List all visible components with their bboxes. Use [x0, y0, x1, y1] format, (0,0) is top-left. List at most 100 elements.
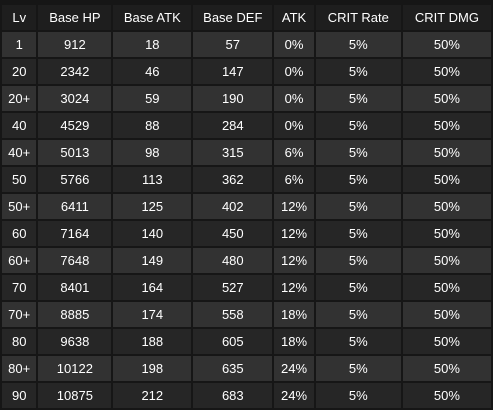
cell-base-atk: 88	[113, 113, 192, 138]
header-crit-rate: CRIT Rate	[315, 5, 401, 30]
cell-crit-rate: 5%	[315, 383, 401, 408]
cell-base-def: 315	[193, 140, 273, 165]
cell-base-atk: 46	[113, 59, 192, 84]
cell-base-hp: 4529	[38, 113, 112, 138]
cell-crit-dmg: 50%	[402, 167, 491, 192]
cell-base-def: 284	[193, 113, 273, 138]
cell-base-hp: 5766	[38, 167, 112, 192]
cell-base-hp: 9638	[38, 329, 112, 354]
table-row: 60 7164 140 450 12% 5% 50%	[2, 221, 491, 246]
cell-crit-rate: 5%	[315, 86, 401, 111]
table-row: 40 4529 88 284 0% 5% 50%	[2, 113, 491, 138]
cell-base-hp: 912	[38, 32, 112, 57]
cell-atk-bonus: 0%	[274, 32, 314, 57]
cell-atk-bonus: 0%	[274, 86, 314, 111]
header-atk-bonus: ATK	[274, 5, 314, 30]
cell-crit-dmg: 50%	[402, 275, 491, 300]
cell-atk-bonus: 6%	[274, 167, 314, 192]
cell-level: 50+	[2, 194, 37, 219]
table-row: 1 912 18 57 0% 5% 50%	[2, 32, 491, 57]
cell-base-hp: 7648	[38, 248, 112, 273]
cell-crit-dmg: 50%	[402, 86, 491, 111]
table-row: 80+ 10122 198 635 24% 5% 50%	[2, 356, 491, 381]
cell-atk-bonus: 24%	[274, 356, 314, 381]
cell-atk-bonus: 12%	[274, 194, 314, 219]
cell-level: 60+	[2, 248, 37, 273]
cell-level: 40	[2, 113, 37, 138]
cell-crit-dmg: 50%	[402, 32, 491, 57]
cell-base-hp: 8401	[38, 275, 112, 300]
cell-crit-rate: 5%	[315, 248, 401, 273]
cell-base-def: 57	[193, 32, 273, 57]
cell-base-atk: 113	[113, 167, 192, 192]
cell-level: 80+	[2, 356, 37, 381]
header-base-hp: Base HP	[38, 5, 112, 30]
cell-base-atk: 188	[113, 329, 192, 354]
cell-level: 20+	[2, 86, 37, 111]
cell-atk-bonus: 12%	[274, 248, 314, 273]
cell-crit-rate: 5%	[315, 329, 401, 354]
cell-base-hp: 8885	[38, 302, 112, 327]
cell-base-atk: 98	[113, 140, 192, 165]
header-crit-dmg: CRIT DMG	[402, 5, 491, 30]
cell-crit-rate: 5%	[315, 356, 401, 381]
cell-atk-bonus: 18%	[274, 302, 314, 327]
table-row: 60+ 7648 149 480 12% 5% 50%	[2, 248, 491, 273]
cell-level: 20	[2, 59, 37, 84]
cell-crit-dmg: 50%	[402, 356, 491, 381]
cell-atk-bonus: 12%	[274, 221, 314, 246]
cell-base-atk: 164	[113, 275, 192, 300]
cell-base-atk: 125	[113, 194, 192, 219]
table-row: 70+ 8885 174 558 18% 5% 50%	[2, 302, 491, 327]
cell-base-def: 402	[193, 194, 273, 219]
table-header-row: Lv Base HP Base ATK Base DEF ATK CRIT Ra…	[2, 5, 491, 30]
cell-crit-rate: 5%	[315, 59, 401, 84]
cell-level: 80	[2, 329, 37, 354]
cell-level: 70+	[2, 302, 37, 327]
cell-atk-bonus: 6%	[274, 140, 314, 165]
cell-crit-dmg: 50%	[402, 329, 491, 354]
table-row: 70 8401 164 527 12% 5% 50%	[2, 275, 491, 300]
cell-crit-dmg: 50%	[402, 140, 491, 165]
cell-base-hp: 3024	[38, 86, 112, 111]
cell-crit-rate: 5%	[315, 275, 401, 300]
cell-base-atk: 212	[113, 383, 192, 408]
cell-atk-bonus: 0%	[274, 59, 314, 84]
cell-base-hp: 7164	[38, 221, 112, 246]
header-base-atk: Base ATK	[113, 5, 192, 30]
cell-crit-rate: 5%	[315, 32, 401, 57]
cell-base-hp: 5013	[38, 140, 112, 165]
cell-crit-dmg: 50%	[402, 194, 491, 219]
cell-level: 1	[2, 32, 37, 57]
cell-base-def: 362	[193, 167, 273, 192]
cell-base-def: 190	[193, 86, 273, 111]
cell-base-atk: 140	[113, 221, 192, 246]
header-base-def: Base DEF	[193, 5, 273, 30]
cell-level: 90	[2, 383, 37, 408]
cell-base-def: 480	[193, 248, 273, 273]
cell-base-hp: 10122	[38, 356, 112, 381]
cell-base-def: 605	[193, 329, 273, 354]
cell-crit-dmg: 50%	[402, 248, 491, 273]
cell-crit-rate: 5%	[315, 113, 401, 138]
cell-base-atk: 18	[113, 32, 192, 57]
level-stats-table: Lv Base HP Base ATK Base DEF ATK CRIT Ra…	[0, 3, 493, 410]
cell-level: 40+	[2, 140, 37, 165]
cell-base-def: 635	[193, 356, 273, 381]
table-row: 80 9638 188 605 18% 5% 50%	[2, 329, 491, 354]
cell-crit-rate: 5%	[315, 194, 401, 219]
cell-base-hp: 10875	[38, 383, 112, 408]
cell-base-hp: 2342	[38, 59, 112, 84]
cell-base-atk: 149	[113, 248, 192, 273]
table-row: 50 5766 113 362 6% 5% 50%	[2, 167, 491, 192]
cell-base-def: 683	[193, 383, 273, 408]
cell-crit-dmg: 50%	[402, 221, 491, 246]
table-row: 90 10875 212 683 24% 5% 50%	[2, 383, 491, 408]
cell-base-atk: 59	[113, 86, 192, 111]
cell-base-def: 558	[193, 302, 273, 327]
cell-base-def: 527	[193, 275, 273, 300]
header-level: Lv	[2, 5, 37, 30]
cell-level: 70	[2, 275, 37, 300]
cell-level: 50	[2, 167, 37, 192]
table-row: 20+ 3024 59 190 0% 5% 50%	[2, 86, 491, 111]
